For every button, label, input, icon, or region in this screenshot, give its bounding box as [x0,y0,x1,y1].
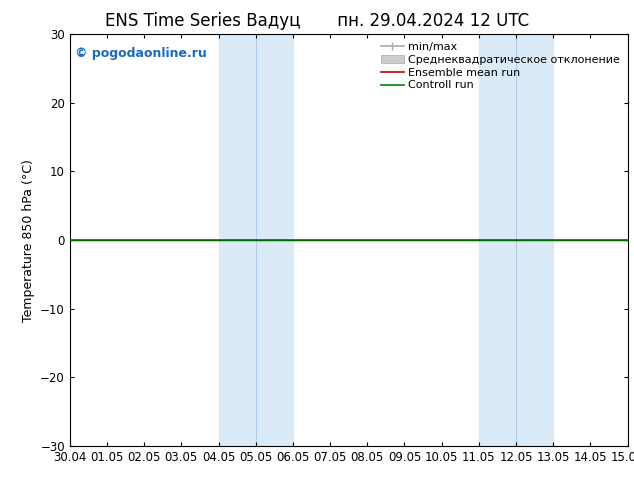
Text: ENS Time Series Вадуц       пн. 29.04.2024 12 UTC: ENS Time Series Вадуц пн. 29.04.2024 12 … [105,12,529,30]
Bar [256,34,293,446]
Bar [219,34,256,446]
Legend: min/max, Среднеквадратическое отклонение, Ensemble mean run, Controll run: min/max, Среднеквадратическое отклонение… [379,40,622,93]
Text: © pogodaonline.ru: © pogodaonline.ru [75,47,207,60]
Bar [479,34,516,446]
Bar [516,34,553,446]
Y-axis label: Temperature 850 hPa (°C): Temperature 850 hPa (°C) [22,159,35,321]
